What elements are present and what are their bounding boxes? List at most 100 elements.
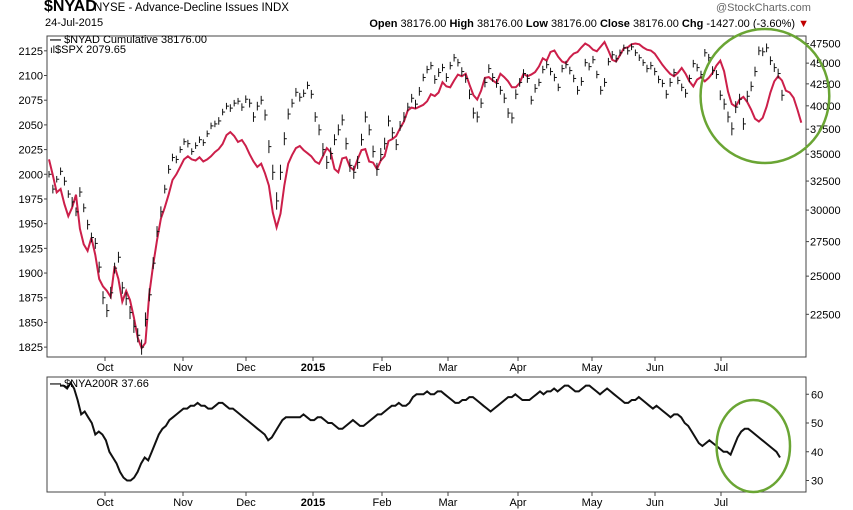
spx-bar xyxy=(561,64,565,73)
left-tick-label: 2000 xyxy=(19,169,43,181)
spx-bar xyxy=(368,124,372,136)
right-tick-label: 32500 xyxy=(810,176,841,188)
spx-bar xyxy=(507,108,511,118)
spx-bar xyxy=(673,68,677,77)
spx-bar xyxy=(453,53,457,62)
x-tick-label: Mar xyxy=(439,362,458,374)
right-tick-label: 30000 xyxy=(810,205,841,217)
spx-bar xyxy=(538,78,542,87)
hlc-bar-icon: ıl xyxy=(50,45,55,56)
spx-bar xyxy=(372,145,376,158)
spx-bar xyxy=(171,153,175,162)
spx-bar xyxy=(326,155,330,169)
spx-bar xyxy=(364,111,368,123)
spx-bar xyxy=(542,65,546,74)
spx-bar xyxy=(191,148,195,155)
spx-bar xyxy=(654,67,658,76)
spx-bar xyxy=(237,97,241,105)
spx-bar xyxy=(83,203,87,213)
indicator-tick-label: 30 xyxy=(811,476,823,488)
spx-bar xyxy=(758,46,762,56)
spx-bar xyxy=(650,61,654,70)
main-price-chart[interactable]: 1825 1850 1875 1900 1925 1950 1975 2000 2025 2050… xyxy=(0,0,853,378)
spx-bar xyxy=(438,68,442,77)
brand-label[interactable]: @StockCharts.com xyxy=(716,2,811,14)
indicator-x-tick-label: Jun xyxy=(646,497,664,509)
spx-bar xyxy=(600,85,604,95)
spx-bar xyxy=(442,63,446,72)
spx-bar xyxy=(418,86,422,96)
spx-bar xyxy=(63,176,67,186)
left-tick-label: 2050 xyxy=(19,120,43,132)
spx-bar xyxy=(322,143,326,157)
spx-bar xyxy=(279,164,283,180)
spx-bar xyxy=(206,130,210,138)
spx-bar xyxy=(229,104,233,112)
left-tick-label: 1825 xyxy=(19,342,43,354)
spx-bar xyxy=(330,147,334,160)
spx-bar xyxy=(422,73,426,82)
spx-bar xyxy=(692,59,696,68)
spx-bar xyxy=(357,155,361,169)
spx-bar xyxy=(430,61,434,70)
spx-bar xyxy=(411,93,415,103)
spx-bar xyxy=(345,137,349,150)
spx-bar xyxy=(67,190,71,198)
spx-bar xyxy=(268,140,272,154)
spx-bar xyxy=(631,43,635,51)
spx-bar xyxy=(241,103,245,111)
spx-bar xyxy=(175,155,179,164)
spx-bar xyxy=(557,83,561,92)
spx-bar xyxy=(94,237,98,249)
right-tick-label: 47500 xyxy=(810,39,841,51)
spx-bar xyxy=(580,77,584,86)
spx-bar xyxy=(696,63,700,72)
spx-bar xyxy=(569,66,573,75)
spx-bar xyxy=(121,281,125,294)
spx-bar xyxy=(272,164,276,180)
spx-bar xyxy=(530,95,534,105)
spx-bar xyxy=(546,60,550,69)
ohlc-readout: Open 38176.00 High 38176.00 Low 38176.00… xyxy=(369,18,809,30)
x-tick-label: Oct xyxy=(96,362,113,374)
spx-bar xyxy=(781,89,785,101)
main-legend: — $NYAD Cumulative 38176.00 ıl$SPX 2079.… xyxy=(50,34,207,56)
indicator-x-tick-label: Nov xyxy=(173,497,193,509)
spx-bar xyxy=(762,47,766,57)
spx-bar xyxy=(360,133,364,146)
spx-bar xyxy=(766,43,770,53)
indicator-x-tick-label: May xyxy=(582,497,603,509)
indicator-x-tick-label: Feb xyxy=(373,497,392,509)
symbol-name: NYSE - Advance-Decline Issues INDX xyxy=(94,2,289,14)
x-tick-label: Jun xyxy=(646,362,664,374)
spx-bar xyxy=(750,81,754,92)
spx-bar xyxy=(573,74,577,83)
spx-bar xyxy=(407,102,411,112)
spx-bar xyxy=(719,90,723,101)
right-tick-label: 35000 xyxy=(810,149,841,161)
indicator-x-tick-label: Dec xyxy=(236,497,256,509)
spx-bar xyxy=(704,48,708,57)
spx-bar xyxy=(746,90,750,102)
spx-bar xyxy=(252,112,256,122)
spx-bar xyxy=(499,85,503,95)
x-tick-label: Nov xyxy=(173,362,193,374)
close-value: 38176.00 xyxy=(632,18,679,30)
spx-bar xyxy=(484,77,488,88)
indicator-x-tick-label: 2015 xyxy=(301,497,325,509)
spx-bar xyxy=(98,261,102,273)
spx-bar xyxy=(712,66,716,75)
spx-bar xyxy=(619,49,623,57)
spx-bar xyxy=(615,54,619,63)
spx-bar xyxy=(380,148,384,162)
spx-bar xyxy=(553,73,557,82)
spx-bar xyxy=(341,114,345,126)
spx-bar xyxy=(283,132,287,146)
spx-bar xyxy=(669,78,673,87)
spx-bar xyxy=(688,74,692,83)
close-label: Close xyxy=(599,18,630,30)
x-tick-label: Dec xyxy=(236,362,256,374)
x-tick-label: May xyxy=(582,362,603,374)
spx-bar xyxy=(225,102,229,110)
